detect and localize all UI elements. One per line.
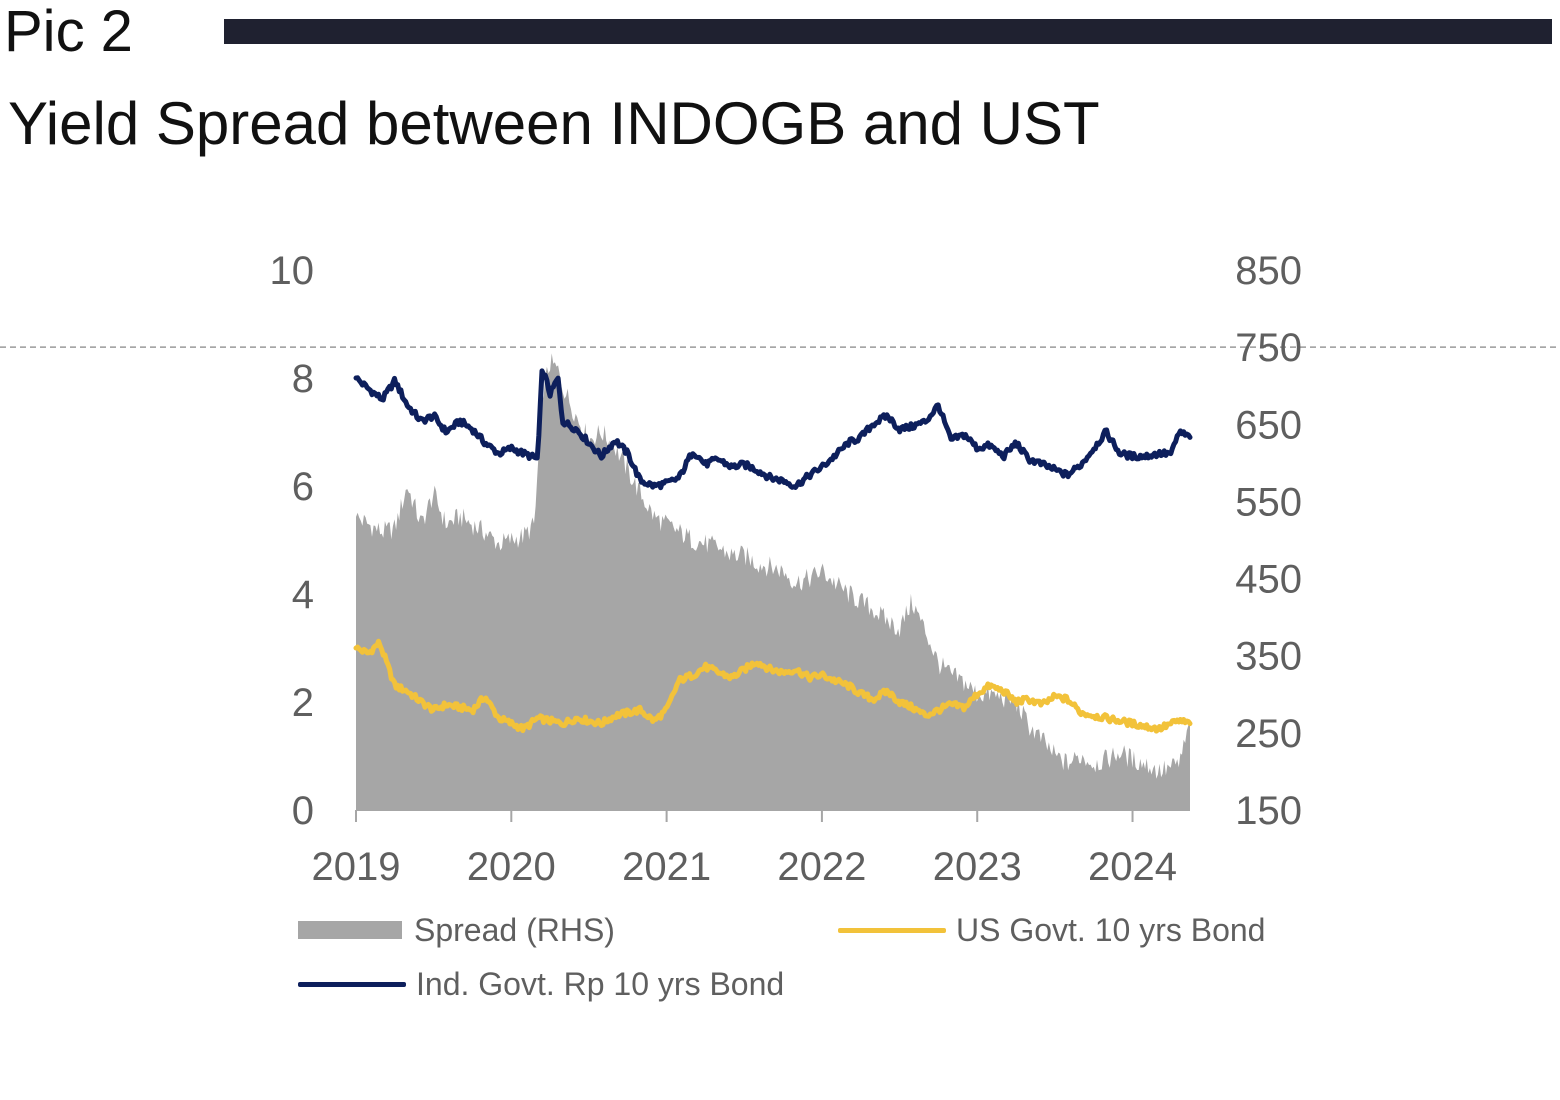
y-right-tick-label: 350 [1235, 635, 1302, 679]
header-bar [224, 19, 1552, 44]
spread-area-layer [356, 353, 1190, 810]
y-left-tick-label: 6 [292, 465, 314, 509]
y-right-tick-label: 650 [1235, 403, 1302, 447]
x-tick-label: 2020 [467, 845, 556, 889]
x-tick-label: 2022 [777, 845, 866, 889]
y-right-tick-label: 850 [1235, 249, 1302, 293]
y-right-tick-label: 150 [1235, 789, 1302, 833]
x-tick-label: 2024 [1088, 845, 1177, 889]
y-left-tick-label: 0 [292, 789, 314, 833]
y-right-tick-label: 550 [1235, 480, 1302, 524]
series-line-ind [353, 368, 1193, 491]
y-left-tick-label: 8 [292, 357, 314, 401]
x-tick-label: 2023 [933, 845, 1022, 889]
y-right-tick-label: 250 [1235, 712, 1302, 756]
y-left-tick-label: 2 [292, 681, 314, 725]
series-area-spread [356, 353, 1190, 810]
y-right-tick-label: 450 [1235, 558, 1302, 602]
x-tick-label: 2021 [622, 845, 711, 889]
series-line-us [353, 638, 1193, 734]
yield-lines-layer [353, 368, 1193, 734]
tick-labels-layer: 2019 2020 2021 2022 2023 2024 0 2 4 6 8 10 150 250 350… [270, 249, 1303, 889]
pic-label: Pic 2 [4, 0, 133, 64]
chart-title: Yield Spread between INDOGB and UST [8, 90, 1100, 157]
axes-layer [355, 809, 1190, 822]
y-right-tick-label: 750 [1235, 326, 1302, 370]
y-left-tick-label: 10 [270, 249, 315, 293]
y-left-tick-label: 4 [292, 573, 314, 617]
x-tick-label: 2019 [312, 845, 401, 889]
